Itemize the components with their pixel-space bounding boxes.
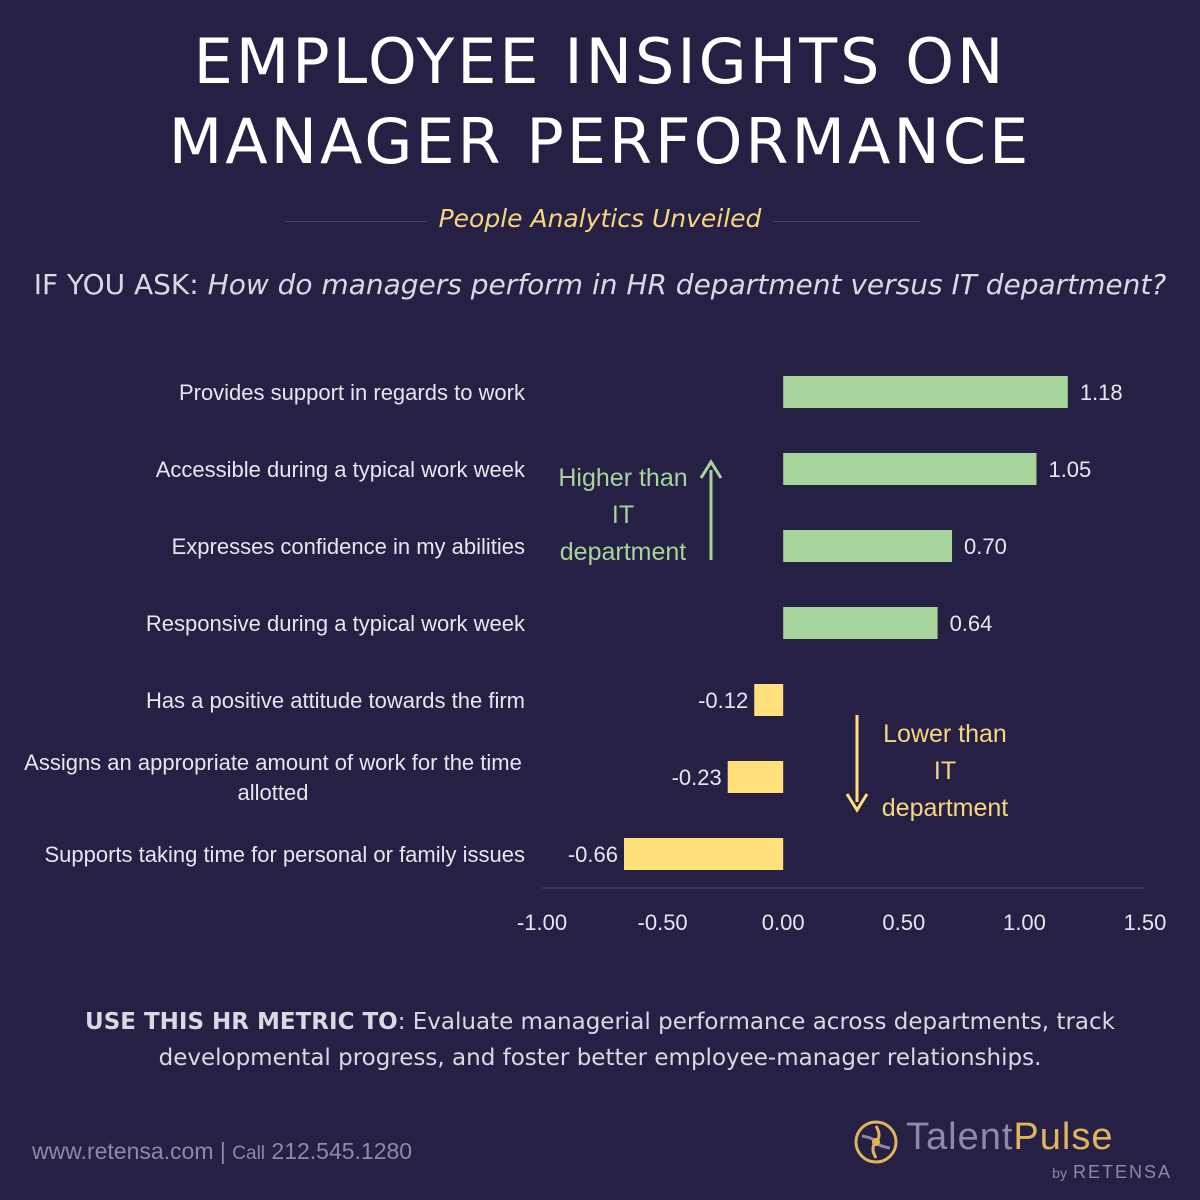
value-label-5: -0.12 [698, 688, 748, 713]
annotations: Higher than IT department Lower than IT depar… [558, 459, 1009, 822]
brand-by: by [1052, 1165, 1067, 1181]
brand-name: TalentPulse [906, 1116, 1113, 1159]
website-link[interactable]: www.retensa.com [32, 1138, 214, 1164]
value-label-1: 1.18 [1080, 380, 1123, 405]
bar-7 [624, 838, 784, 870]
annotation-higher-line-3: department [560, 538, 687, 566]
x-tick-label-5: 1.00 [1003, 910, 1046, 935]
subtitle-divider-left [285, 221, 435, 222]
x-tick-label-1: -1.00 [517, 910, 567, 935]
separator: | [219, 1138, 226, 1164]
question: IF YOU ASK: How do managers perform in H… [0, 268, 1200, 301]
title-line-1: EMPLOYEE INSIGHTS ON [193, 25, 1007, 98]
bar-3 [783, 530, 953, 562]
brand-byline: by RETENSA [1052, 1162, 1172, 1183]
bar-6 [727, 761, 784, 793]
brand-talent: Talent [906, 1116, 1014, 1158]
category-label-2: Accessible during a typical work week [156, 457, 526, 482]
annotation-lower-line-1: Lower than [883, 720, 1007, 748]
value-label-4: 0.64 [950, 611, 993, 636]
brand-company: RETENSA [1072, 1162, 1172, 1182]
x-tick-label-4: 0.50 [882, 910, 925, 935]
subtitle-row: People Analytics Unveiled [0, 200, 1200, 244]
category-label-3: Expresses confidence in my abilities [172, 534, 525, 559]
down-arrowhead-icon [845, 793, 869, 813]
value-label-3: 0.70 [964, 534, 1007, 559]
bar-1 [783, 376, 1068, 408]
bar-2 [783, 453, 1037, 485]
usage-text: USE THIS HR METRIC TO: Evaluate manageri… [60, 1004, 1140, 1076]
value-label-2: 1.05 [1048, 457, 1091, 482]
category-label-6: Assigns an appropriate amount of work fo… [24, 750, 522, 805]
question-text: How do managers perform in HR department… [207, 268, 1167, 301]
x-tick-label-3: 0.00 [762, 910, 805, 935]
up-arrowhead-icon [699, 459, 723, 479]
annotation-lower-line-3: department [882, 794, 1009, 822]
x-tick-labels: -1.00 -0.50 0.00 0.50 1.00 1.50 [517, 910, 1166, 935]
subtitle-divider-right [770, 221, 920, 222]
talentpulse-logo-icon [854, 1120, 898, 1164]
contact-info: www.retensa.com | Call 212.545.1280 [32, 1138, 412, 1165]
annotation-higher-line-2: IT [612, 501, 634, 529]
category-label-4: Responsive during a typical work week [146, 611, 526, 636]
brand-pulse: Pulse [1013, 1116, 1114, 1158]
page-title: EMPLOYEE INSIGHTS ON MANAGER PERFORMANCE [0, 22, 1200, 182]
value-labels: 1.18 1.05 0.70 0.64 -0.12 -0.23 -0.66 [568, 380, 1123, 867]
category-label-7: Supports taking time for personal or fam… [44, 842, 525, 867]
brand-logo: TalentPulse by RETENSA [852, 1116, 1172, 1186]
title-line-2: MANAGER PERFORMANCE [168, 105, 1032, 178]
value-label-6: -0.23 [672, 765, 722, 790]
x-tick-label-6: 1.50 [1124, 910, 1167, 935]
category-label-5: Has a positive attitude towards the firm [146, 688, 525, 713]
annotation-lower-line-2: IT [934, 757, 956, 785]
value-label-7: -0.66 [568, 842, 618, 867]
annotation-higher-line-1: Higher than [558, 464, 687, 492]
bar-4 [783, 607, 938, 639]
subtitle: People Analytics Unveiled [0, 204, 1200, 233]
category-labels: Provides support in regards to work Acces… [24, 380, 526, 867]
usage-bold: USE THIS HR METRIC TO [85, 1009, 398, 1035]
bar-chart: Provides support in regards to work Acces… [24, 376, 1166, 935]
subtitle-text: People Analytics Unveiled [426, 204, 774, 233]
usage-body: : Evaluate managerial performance across… [158, 1009, 1115, 1071]
call-label: Call [232, 1143, 266, 1164]
bar-5 [754, 684, 784, 716]
category-label-1: Provides support in regards to work [179, 380, 526, 405]
x-tick-label-2: -0.50 [638, 910, 688, 935]
bars [624, 376, 1068, 870]
phone-number[interactable]: 212.545.1280 [271, 1138, 413, 1164]
question-lead: IF YOU ASK: [33, 268, 208, 301]
